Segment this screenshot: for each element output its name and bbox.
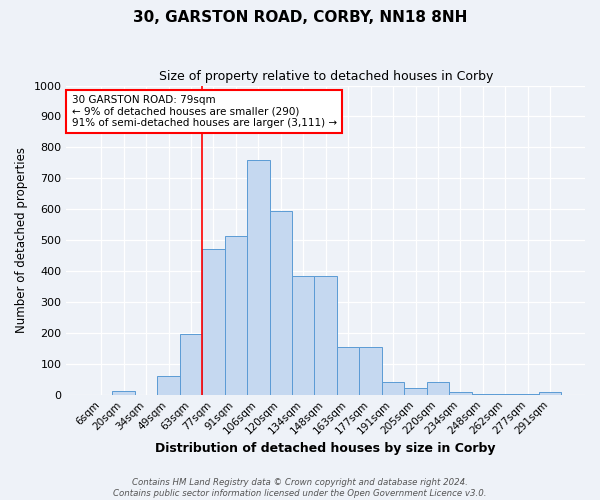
Bar [359,347,382,395]
Y-axis label: Number of detached properties: Number of detached properties [15,147,28,333]
Bar [180,334,202,394]
Bar [449,392,472,394]
Bar [427,382,449,394]
Bar [112,391,135,394]
Bar [314,276,337,394]
Bar [337,347,359,395]
Bar [202,250,224,394]
Text: 30, GARSTON ROAD, CORBY, NN18 8NH: 30, GARSTON ROAD, CORBY, NN18 8NH [133,10,467,25]
Text: Contains HM Land Registry data © Crown copyright and database right 2024.
Contai: Contains HM Land Registry data © Crown c… [113,478,487,498]
Bar [404,388,427,394]
Text: 30 GARSTON ROAD: 79sqm
← 9% of detached houses are smaller (290)
91% of semi-det: 30 GARSTON ROAD: 79sqm ← 9% of detached … [71,95,337,128]
Bar [382,382,404,394]
Bar [157,376,180,394]
Bar [292,276,314,394]
Bar [247,160,269,394]
Title: Size of property relative to detached houses in Corby: Size of property relative to detached ho… [158,70,493,83]
Bar [224,236,247,394]
Bar [269,211,292,394]
Bar [539,392,562,394]
X-axis label: Distribution of detached houses by size in Corby: Distribution of detached houses by size … [155,442,496,455]
